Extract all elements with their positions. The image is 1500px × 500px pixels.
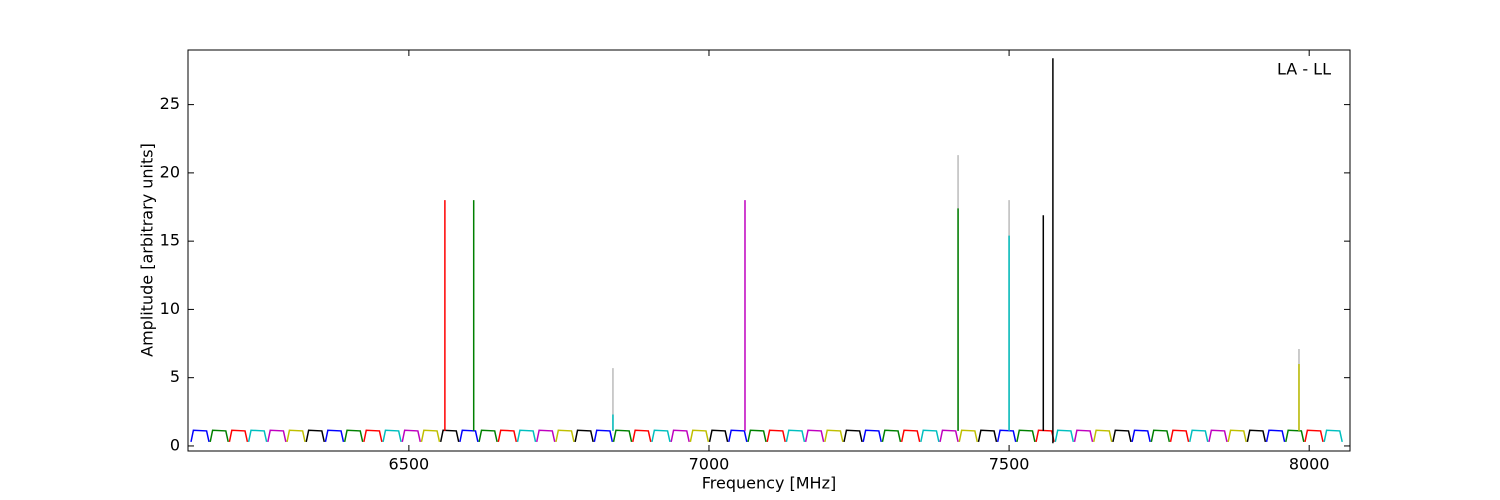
series-line bbox=[209, 429, 1305, 443]
series-line bbox=[612, 155, 1300, 431]
series-line bbox=[190, 429, 1286, 443]
x-tick-label: 7500 bbox=[989, 455, 1030, 474]
series-line bbox=[305, 429, 1267, 443]
plot-lines bbox=[190, 58, 1343, 444]
plot-frame bbox=[187, 49, 1351, 452]
series-line bbox=[247, 429, 1343, 443]
y-axis-label: Amplitude [arbitrary units] bbox=[138, 143, 157, 357]
y-tick-label: 5 bbox=[170, 367, 180, 386]
y-tick-label: 25 bbox=[160, 94, 180, 113]
series-line bbox=[286, 429, 1247, 443]
series-line bbox=[472, 200, 959, 431]
y-tick-label: 20 bbox=[160, 162, 180, 181]
y-tick-label: 0 bbox=[170, 435, 180, 454]
x-tick-label: 8000 bbox=[1289, 455, 1330, 474]
y-tick-label: 15 bbox=[160, 231, 180, 250]
x-tick-label: 7000 bbox=[689, 455, 730, 474]
series-line bbox=[612, 235, 1010, 431]
series-line bbox=[267, 429, 1228, 443]
x-tick-label: 6500 bbox=[389, 455, 430, 474]
x-axis-label: Frequency [MHz] bbox=[702, 474, 836, 493]
series-line bbox=[228, 429, 1324, 443]
y-tick-label: 10 bbox=[160, 299, 180, 318]
series-line bbox=[1042, 58, 1054, 444]
annotation: LA - LL bbox=[1277, 60, 1331, 79]
